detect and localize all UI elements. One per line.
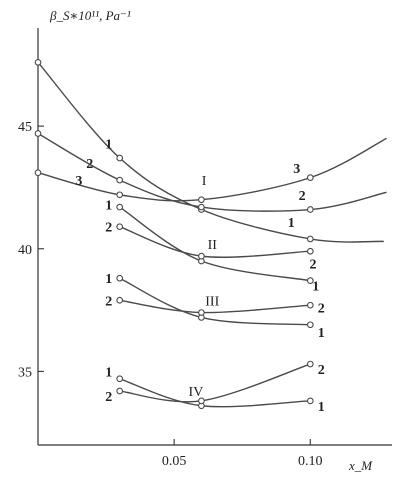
curve-group-iv-series-1 bbox=[119, 378, 311, 408]
group-label-ii: II bbox=[208, 238, 218, 253]
series-end-label-group-i-2: 2 bbox=[299, 189, 306, 204]
series-label-group-i-2: 2 bbox=[86, 157, 93, 172]
group-label-iii: III bbox=[205, 294, 219, 309]
data-point-group-i-series-3 bbox=[306, 174, 314, 181]
curves bbox=[37, 61, 387, 408]
data-point-group-i-series-3 bbox=[116, 191, 124, 199]
data-point-group-i-series-2 bbox=[198, 203, 205, 211]
series-end-label-group-i-1: 1 bbox=[288, 216, 295, 231]
group-label-i: I bbox=[202, 174, 207, 189]
data-point-group-i-series-1 bbox=[34, 58, 42, 66]
series-end-label-group-iv-2: 2 bbox=[318, 363, 325, 378]
data-point-group-iv-series-2 bbox=[116, 387, 124, 395]
data-point-group-i-series-1 bbox=[116, 154, 124, 162]
data-point-group-i-series-3 bbox=[34, 169, 42, 177]
x-tick-label: 0.10 bbox=[298, 454, 323, 469]
data-point-group-iv-series-2 bbox=[198, 397, 205, 405]
series-label-group-ii-1: 1 bbox=[105, 199, 112, 214]
data-point-group-ii-series-2 bbox=[306, 247, 314, 255]
curve-group-i-series-1 bbox=[37, 61, 384, 243]
data-point-group-ii-series-2 bbox=[198, 252, 205, 260]
axes: β_S∗10¹¹, Pa⁻¹ x_M bbox=[37, 8, 392, 473]
y-axis-title: β_S∗10¹¹, Pa⁻¹ bbox=[49, 8, 131, 23]
data-point-group-iii-series-2 bbox=[306, 301, 314, 309]
group-label-iv: IV bbox=[189, 385, 204, 400]
data-point-group-iii-series-1 bbox=[116, 274, 124, 282]
data-point-group-i-series-3 bbox=[198, 196, 205, 204]
series-end-label-group-ii-1: 1 bbox=[312, 280, 319, 295]
x-axis-title: x_M bbox=[348, 458, 373, 473]
data-point-group-iii-series-1 bbox=[306, 321, 314, 329]
curve-group-i-series-2 bbox=[37, 132, 387, 212]
series-end-label-group-iv-1: 1 bbox=[318, 400, 325, 415]
data-point-group-iii-series-2 bbox=[116, 296, 124, 304]
data-point-group-i-series-1 bbox=[306, 235, 314, 243]
data-point-group-i-series-2 bbox=[34, 130, 42, 137]
data-point-group-iv-series-2 bbox=[306, 360, 314, 368]
data-point-group-ii-series-2 bbox=[116, 223, 124, 231]
data-point-group-iv-series-1 bbox=[306, 397, 314, 405]
ticks: 35 40 45 0.05 0.10 bbox=[18, 120, 323, 469]
data-point-group-ii-series-1 bbox=[306, 277, 314, 285]
series-end-label-group-iii-2: 2 bbox=[318, 302, 325, 317]
series-label-group-iv-1: 1 bbox=[105, 365, 112, 380]
series-end-label-group-ii-2: 2 bbox=[310, 257, 317, 272]
data-point-group-i-series-2 bbox=[116, 176, 124, 184]
data-point-group-ii-series-1 bbox=[116, 203, 124, 211]
series-end-label-group-iii-1: 1 bbox=[318, 326, 325, 341]
data-point-group-iv-series-1 bbox=[116, 375, 124, 383]
y-tick-label: 35 bbox=[18, 365, 32, 380]
series-label-group-iv-2: 2 bbox=[105, 390, 112, 405]
markers bbox=[34, 58, 314, 410]
series-label-group-iii-1: 1 bbox=[105, 272, 112, 287]
data-point-group-i-series-2 bbox=[306, 206, 314, 213]
series-label-group-iii-2: 2 bbox=[105, 294, 112, 309]
series-end-label-group-i-3: 3 bbox=[293, 162, 300, 177]
data-point-group-iii-series-2 bbox=[198, 309, 205, 316]
series-label-group-i-3: 3 bbox=[75, 174, 82, 189]
series-label-group-ii-2: 2 bbox=[105, 221, 112, 236]
x-tick-label: 0.05 bbox=[162, 454, 187, 469]
y-tick-label: 45 bbox=[18, 120, 32, 135]
series-label-group-i-1: 1 bbox=[105, 137, 112, 152]
curve-group-iv-series-2 bbox=[119, 363, 311, 403]
y-tick-label: 40 bbox=[18, 243, 32, 258]
